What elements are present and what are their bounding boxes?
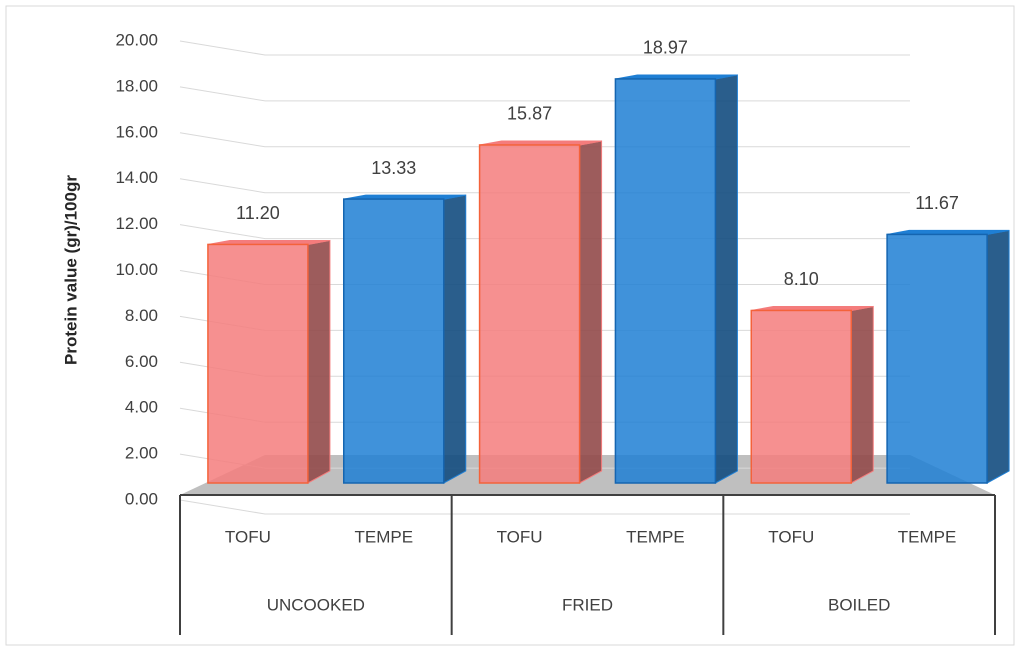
x-tick-label: TOFU	[768, 527, 814, 546]
data-label: 13.33	[371, 158, 416, 178]
bar	[207, 243, 309, 484]
x-tick-label: TEMPE	[626, 527, 685, 546]
bar	[750, 309, 852, 484]
grid-line	[179, 499, 910, 515]
x-tick-label: TOFU	[225, 527, 271, 546]
y-axis-title: Protein value (gr)/100gr	[61, 175, 80, 365]
data-label: 11.67	[915, 193, 959, 213]
group-label: FRIED	[562, 595, 613, 614]
data-label: 8.10	[784, 269, 819, 289]
y-tick-label: 14.00	[115, 168, 158, 187]
y-tick-label: 18.00	[115, 76, 158, 95]
x-tick-label: TEMPE	[354, 527, 413, 546]
x-tick-label: TEMPE	[898, 527, 957, 546]
y-tick-label: 16.00	[115, 122, 158, 141]
group-label: BOILED	[828, 595, 890, 614]
y-tick-label: 6.00	[125, 352, 158, 371]
y-tick-label: 8.00	[125, 306, 158, 325]
bar-side	[850, 305, 874, 484]
bar-side	[579, 140, 603, 484]
grid-line	[179, 40, 910, 56]
data-label: 11.20	[236, 203, 280, 223]
bar-side	[443, 194, 467, 484]
data-label: 18.97	[643, 38, 688, 58]
y-tick-label: 2.00	[125, 444, 158, 463]
y-tick-label: 4.00	[125, 398, 158, 417]
bar	[343, 198, 445, 484]
bar	[478, 144, 581, 484]
y-tick-label: 0.00	[125, 489, 158, 508]
y-tick-label: 10.00	[115, 260, 158, 279]
bar	[614, 78, 717, 484]
bar	[886, 233, 988, 484]
y-tick-label: 20.00	[115, 30, 158, 49]
y-tick-label: 12.00	[115, 214, 158, 233]
bar-side	[986, 229, 1010, 484]
bar-side	[307, 239, 331, 484]
bar-side	[714, 74, 738, 484]
x-tick-label: TOFU	[497, 527, 543, 546]
data-label: 15.87	[507, 104, 552, 124]
group-label: UNCOOKED	[267, 595, 365, 614]
